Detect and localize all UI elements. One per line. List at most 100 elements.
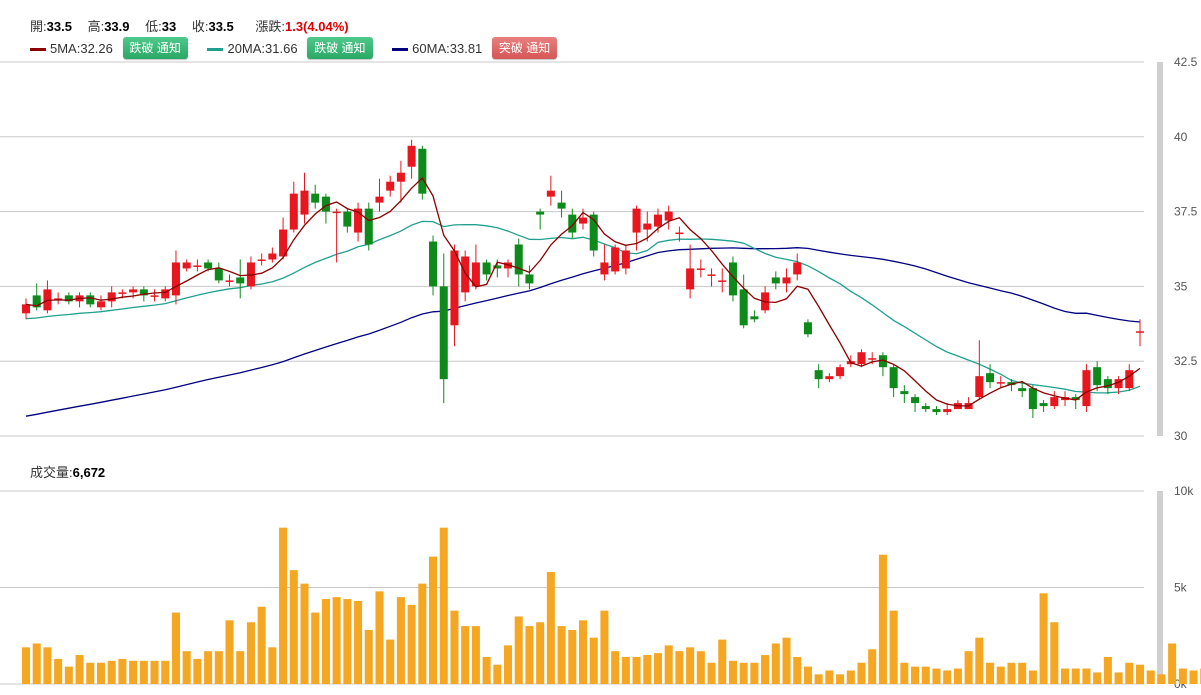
price-tick-label: 35 [1174, 279, 1188, 293]
volume-bar [514, 616, 523, 684]
volume-bar [536, 622, 545, 684]
ohlc-header: 開:33.5 高:33.9 低:33 收:33.5 漲跌:1.3(4.04%) [30, 16, 349, 35]
candle-body [750, 316, 759, 320]
volume-bar [343, 599, 352, 684]
candle-body [236, 277, 245, 284]
volume-bar [911, 666, 920, 684]
volume-bar [75, 655, 84, 684]
volume-bar [611, 651, 620, 684]
volume-bar [86, 662, 95, 684]
volume-bar [546, 572, 555, 684]
price-tick-label: 30 [1174, 429, 1188, 443]
candle-body [996, 382, 1005, 384]
low-label: 低: [145, 19, 162, 34]
candle-body [214, 268, 223, 281]
candle-body [943, 409, 952, 413]
volume-bar [557, 626, 566, 684]
volume-bar [825, 670, 834, 684]
change-label: 漲跌: [255, 19, 286, 34]
candle-body [825, 376, 834, 380]
candle-body [514, 244, 523, 275]
open-value: 33.5 [46, 19, 72, 34]
volume-bar [279, 527, 288, 684]
candle-body [1071, 397, 1080, 401]
candle-body [343, 211, 352, 227]
volume-bar [1050, 622, 1059, 684]
candle-body [64, 295, 73, 302]
candle-body [407, 145, 416, 167]
volume-tick-label: 10k [1174, 484, 1194, 498]
change-value: 1.3(4.04%) [285, 19, 349, 34]
volume-bar [675, 651, 684, 684]
ma20-line [25, 220, 1141, 394]
candle-body [129, 289, 138, 293]
ma20-notify-button[interactable]: 跌破 通知 [307, 37, 373, 59]
ma60-label: 60MA:33.81 [412, 40, 483, 56]
candle-body [450, 250, 459, 326]
volume-bar [129, 660, 138, 684]
volume-bar [1157, 674, 1166, 684]
volume-bar [1178, 668, 1187, 684]
volume-bar [21, 647, 31, 684]
candle-body [482, 262, 491, 275]
candle-body [600, 262, 609, 275]
ma60-notify-button[interactable]: 突破 通知 [491, 37, 558, 59]
volume-bar [932, 668, 941, 684]
volume-bar [686, 647, 695, 684]
volume-bar [64, 666, 73, 684]
volume-bar [504, 645, 513, 684]
volume-bar [868, 649, 877, 684]
price-tick-label: 42.5 [1174, 55, 1198, 69]
candle-body [289, 193, 298, 230]
candle-body [643, 223, 652, 230]
candle-body [461, 256, 470, 293]
candle-body [300, 190, 309, 215]
candle-body [418, 148, 427, 194]
volume-bar [407, 604, 416, 684]
volume-value: 6,672 [72, 465, 106, 480]
volume-bar [921, 666, 930, 684]
volume-bar [1189, 670, 1198, 684]
candle-body [857, 352, 866, 365]
close-label: 收: [191, 19, 209, 34]
ma5-notify-button[interactable]: 跌破 通知 [122, 37, 188, 59]
volume-bar [396, 597, 405, 684]
volume-bar [589, 637, 598, 684]
volume-bar [439, 527, 448, 684]
candle-body [321, 196, 330, 212]
candle-body [814, 370, 823, 380]
volume-bar [803, 666, 812, 684]
candle-body [632, 208, 641, 233]
candle-body [1103, 379, 1112, 389]
candle-body [1114, 379, 1123, 389]
volume-bar [1007, 662, 1016, 684]
volume-bar [493, 664, 502, 684]
candle-body [1018, 388, 1027, 392]
volume-bar [161, 660, 170, 684]
candle-body [611, 247, 620, 272]
candle-body [1135, 331, 1145, 333]
volume-bar [1168, 643, 1177, 684]
volume-bar [107, 660, 116, 684]
candle-body [803, 322, 812, 335]
volume-bar [236, 651, 245, 684]
ma60-line [25, 247, 1141, 417]
candle-body [975, 376, 984, 398]
candle-body [1093, 367, 1102, 386]
candle-body [471, 262, 480, 287]
candle-body [889, 367, 898, 389]
candle-body [354, 208, 363, 233]
volume-bar [1071, 668, 1080, 684]
candle-body [653, 214, 662, 227]
volume-bar [525, 626, 534, 684]
candle-body [1050, 397, 1059, 407]
candle-body [439, 286, 448, 380]
candle-body [664, 211, 673, 221]
candle-body [921, 406, 930, 410]
ma60-swatch [392, 47, 409, 51]
candle-body [878, 355, 887, 368]
volume-bar [1114, 672, 1123, 684]
candle-body [332, 211, 341, 214]
volume-bar [300, 583, 309, 684]
